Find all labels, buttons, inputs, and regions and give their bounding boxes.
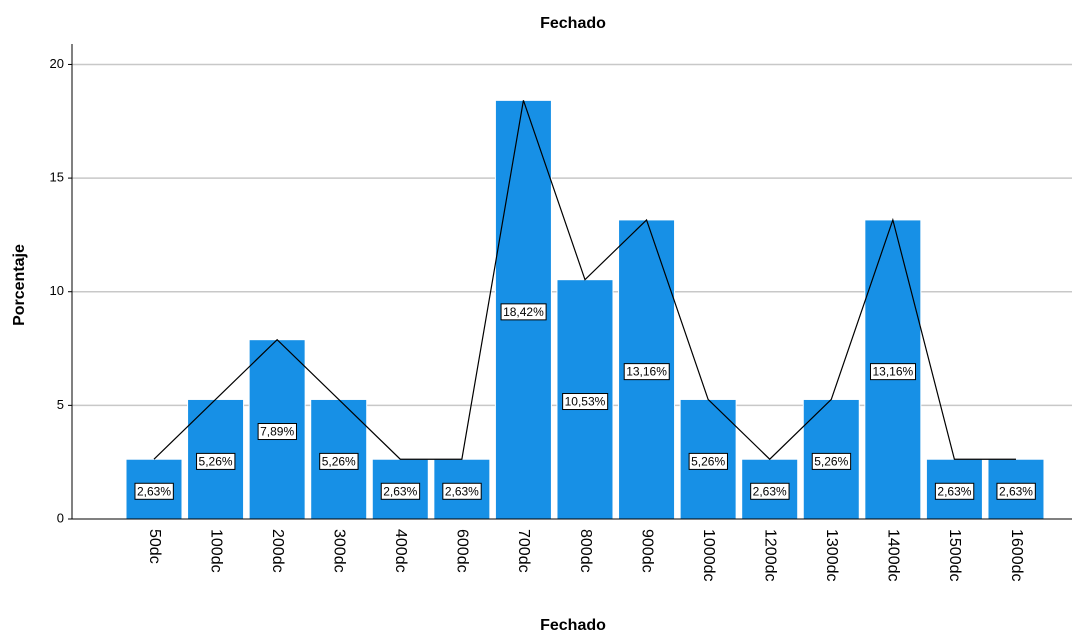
value-label: 13,16% — [872, 365, 913, 379]
value-label: 2,63% — [137, 484, 171, 498]
x-tick-label: 1400dc — [885, 529, 902, 582]
x-axis-title: Fechado — [540, 617, 606, 634]
value-label-box — [562, 393, 609, 411]
x-tick-label: 1500dc — [946, 529, 963, 582]
value-label-box — [196, 452, 236, 470]
x-tick-label: 300dc — [330, 529, 347, 573]
x-tick-label: 200dc — [269, 529, 286, 573]
value-label: 2,63% — [999, 484, 1033, 498]
value-label-box — [688, 452, 728, 470]
value-label: 18,42% — [503, 305, 544, 319]
x-tick-label: 1000dc — [700, 529, 717, 582]
y-axis-title: Porcentaje — [11, 244, 28, 326]
x-tick-label: 1600dc — [1008, 529, 1025, 582]
line — [153, 100, 1016, 461]
value-label: 2,63% — [937, 484, 971, 498]
value-label-box — [500, 303, 547, 321]
value-label-box — [257, 423, 297, 441]
chart-title: Fechado — [540, 15, 606, 32]
value-label: 2,63% — [753, 484, 787, 498]
x-tick-label: 1200dc — [761, 529, 778, 582]
x-tick-label: 800dc — [577, 529, 594, 573]
value-label: 5,26% — [691, 454, 725, 468]
y-tick-label: 15 — [50, 170, 64, 185]
value-label-box — [442, 482, 482, 500]
value-label: 5,26% — [199, 454, 233, 468]
x-tick-label: 1300dc — [823, 529, 840, 582]
value-label: 5,26% — [814, 454, 848, 468]
value-label: 2,63% — [445, 484, 479, 498]
value-label-box — [623, 363, 670, 381]
value-label: 2,63% — [383, 484, 417, 498]
value-label-box — [934, 482, 975, 500]
value-label-box — [869, 363, 917, 381]
x-tick-label: 600dc — [454, 529, 471, 573]
value-label: 7,89% — [260, 425, 294, 439]
value-label-box — [319, 452, 359, 470]
y-tick-label: 10 — [50, 283, 64, 298]
y-tick-label: 5 — [57, 397, 64, 412]
value-label-box — [750, 482, 790, 500]
x-tick-label: 900dc — [638, 529, 655, 573]
value-label-box — [380, 482, 421, 500]
value-label: 13,16% — [626, 365, 667, 379]
x-tick-label: 400dc — [392, 529, 409, 573]
x-tick-label: 50dc — [146, 529, 163, 564]
y-tick-label: 0 — [57, 510, 64, 525]
value-label: 10,53% — [565, 395, 606, 409]
x-tick-label: 100dc — [207, 529, 224, 573]
y-tick-label: 20 — [50, 56, 64, 71]
value-label: 5,26% — [322, 454, 356, 468]
value-label-box — [134, 482, 174, 500]
x-tick-label: 700dc — [515, 529, 532, 573]
value-label-box — [811, 452, 852, 470]
value-label-box — [996, 482, 1036, 500]
